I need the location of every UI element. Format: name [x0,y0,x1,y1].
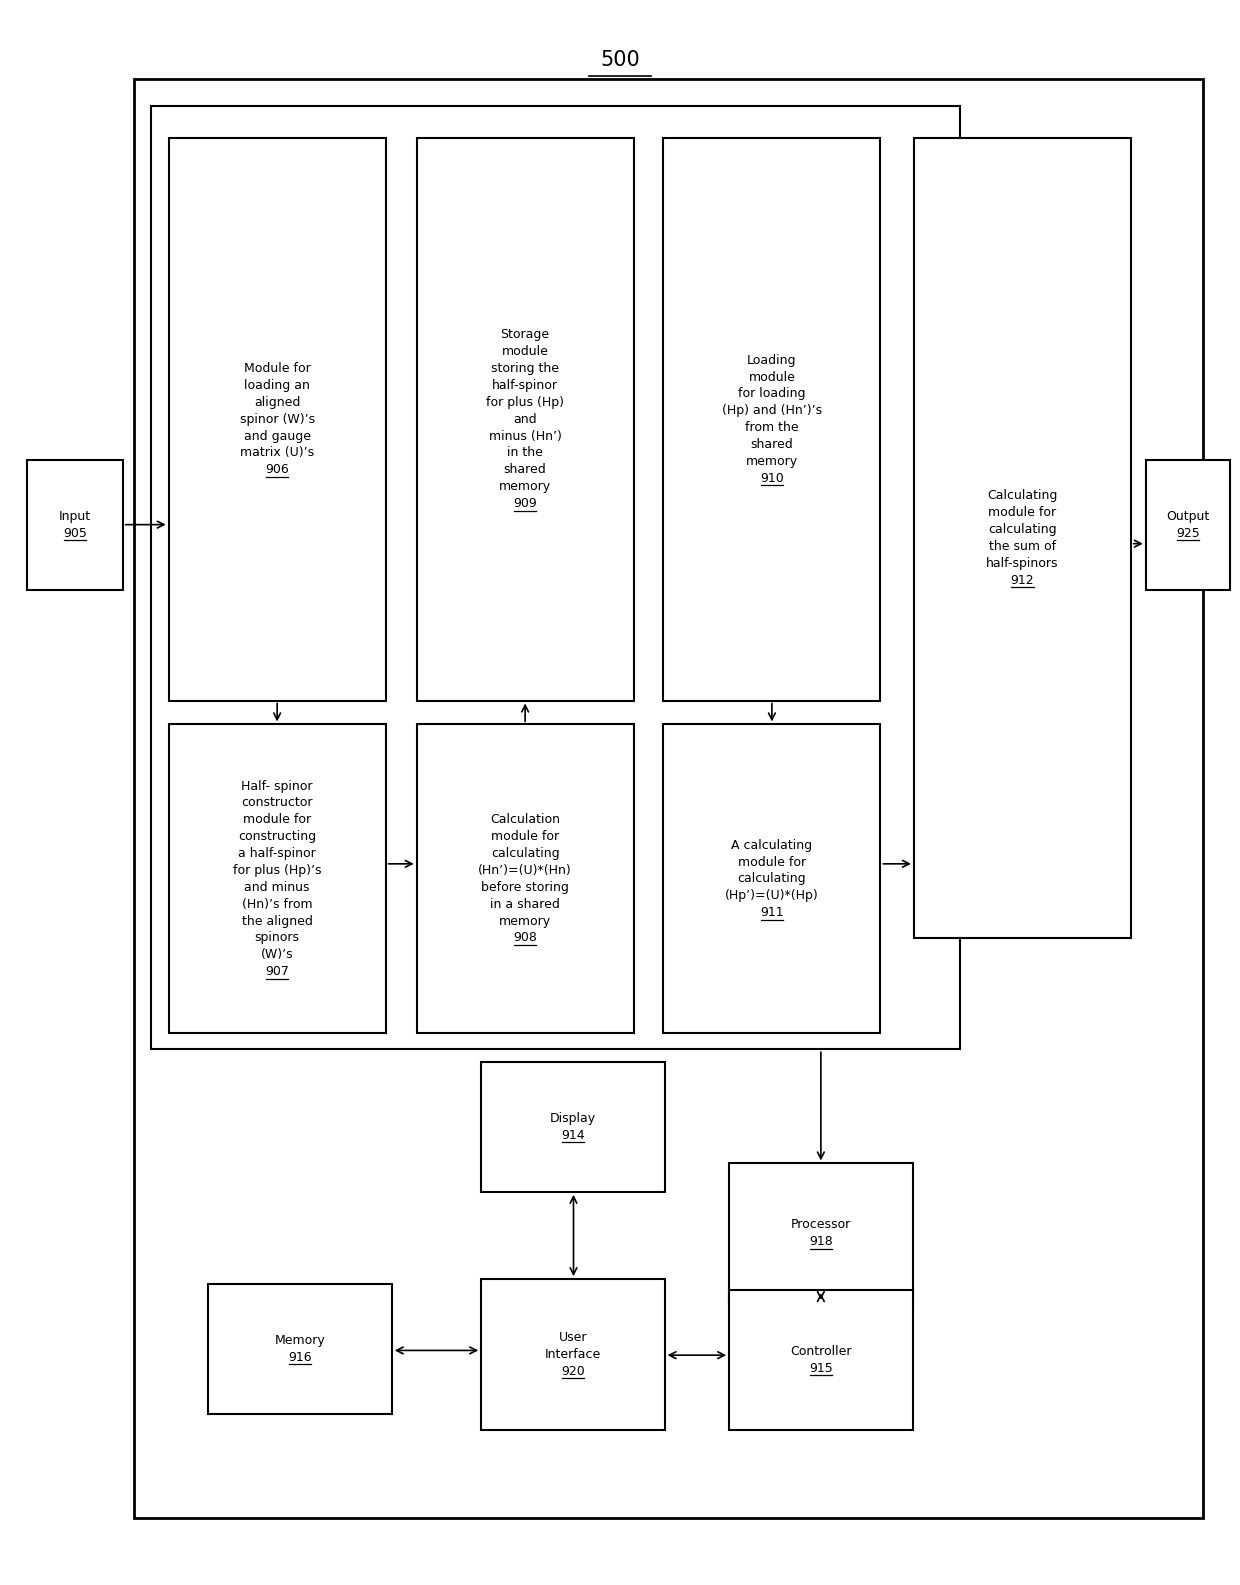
Text: Loading: Loading [748,353,796,366]
Text: Display: Display [549,1113,596,1125]
Text: the sum of: the sum of [988,540,1056,553]
Text: from the: from the [745,422,799,434]
Text: module for: module for [491,831,559,843]
Text: A calculating: A calculating [732,838,812,851]
Bar [417,724,634,1033]
Text: half-spinors: half-spinors [986,556,1059,571]
Bar [151,106,960,1049]
Text: (Hp’)=(U)*(Hp): (Hp’)=(U)*(Hp) [725,889,818,902]
Bar [417,138,634,701]
Text: module: module [749,371,795,384]
Text: in the: in the [507,447,543,460]
Text: half-spinor: half-spinor [492,379,558,391]
Text: (Hn)’s from: (Hn)’s from [242,897,312,911]
Bar [1146,460,1230,590]
Bar [914,138,1131,938]
Bar [729,1290,913,1430]
Text: memory: memory [498,915,552,927]
Bar [481,1062,665,1192]
Text: in a shared: in a shared [490,897,560,911]
Text: Calculation: Calculation [490,813,560,826]
Text: Module for: Module for [244,361,310,376]
Text: shared: shared [750,437,794,452]
Bar [134,79,1203,1518]
Text: 500: 500 [600,51,640,70]
Text: Half- spinor: Half- spinor [242,780,312,792]
Text: User: User [559,1331,587,1344]
Text: memory: memory [745,455,799,468]
Bar [169,724,386,1033]
Bar [663,724,880,1033]
Text: module: module [502,346,548,358]
Text: minus (Hn’): minus (Hn’) [489,430,562,442]
Bar [663,138,880,701]
Text: 910: 910 [760,472,784,485]
Text: spinors: spinors [254,932,300,945]
Text: and: and [513,412,537,426]
Text: for loading: for loading [738,387,806,401]
Text: memory: memory [498,480,552,493]
Text: 911: 911 [760,907,784,919]
Text: matrix (U)’s: matrix (U)’s [241,447,314,460]
Text: calculating: calculating [988,523,1056,536]
Bar [169,138,386,701]
Text: (Hp) and (Hn’)’s: (Hp) and (Hn’)’s [722,404,822,417]
Text: for plus (Hp)’s: for plus (Hp)’s [233,864,321,877]
Bar [729,1163,913,1303]
Text: calculating: calculating [738,872,806,886]
Text: Interface: Interface [544,1347,601,1362]
Text: 907: 907 [265,965,289,978]
Text: Controller: Controller [790,1346,852,1358]
Text: Processor: Processor [791,1219,851,1232]
Text: and minus: and minus [244,881,310,894]
Text: before storing: before storing [481,881,569,894]
Text: module for: module for [988,506,1056,520]
Text: module for: module for [243,813,311,826]
Text: the aligned: the aligned [242,915,312,927]
Bar [481,1279,665,1430]
Text: 915: 915 [808,1362,833,1374]
Text: 908: 908 [513,932,537,945]
Text: spinor (W)’s: spinor (W)’s [239,412,315,426]
Text: Storage: Storage [501,328,549,341]
Text: module for: module for [738,856,806,869]
Text: storing the: storing the [491,361,559,376]
Text: a half-spinor: a half-spinor [238,846,316,861]
Text: aligned: aligned [254,396,300,409]
Text: Input: Input [60,510,91,523]
Text: calculating: calculating [491,846,559,861]
Text: 914: 914 [560,1129,585,1141]
Text: 916: 916 [288,1350,312,1363]
Text: Memory: Memory [275,1335,325,1347]
Text: 920: 920 [560,1365,585,1377]
Text: constructor: constructor [242,796,312,810]
Text: for plus (Hp): for plus (Hp) [486,396,564,409]
Text: 906: 906 [265,463,289,477]
Text: shared: shared [503,463,547,477]
Text: 925: 925 [1176,526,1200,539]
Text: 912: 912 [1011,574,1034,586]
Bar [208,1284,392,1414]
Text: (Hn’)=(U)*(Hn): (Hn’)=(U)*(Hn) [479,864,572,877]
Text: Output: Output [1167,510,1209,523]
Text: (W)’s: (W)’s [260,948,294,962]
Text: constructing: constructing [238,831,316,843]
Bar [27,460,123,590]
Text: Calculating: Calculating [987,490,1058,502]
Text: loading an: loading an [244,379,310,391]
Text: 905: 905 [63,526,87,539]
Text: 918: 918 [808,1235,833,1247]
Text: and gauge: and gauge [243,430,311,442]
Text: 909: 909 [513,498,537,510]
